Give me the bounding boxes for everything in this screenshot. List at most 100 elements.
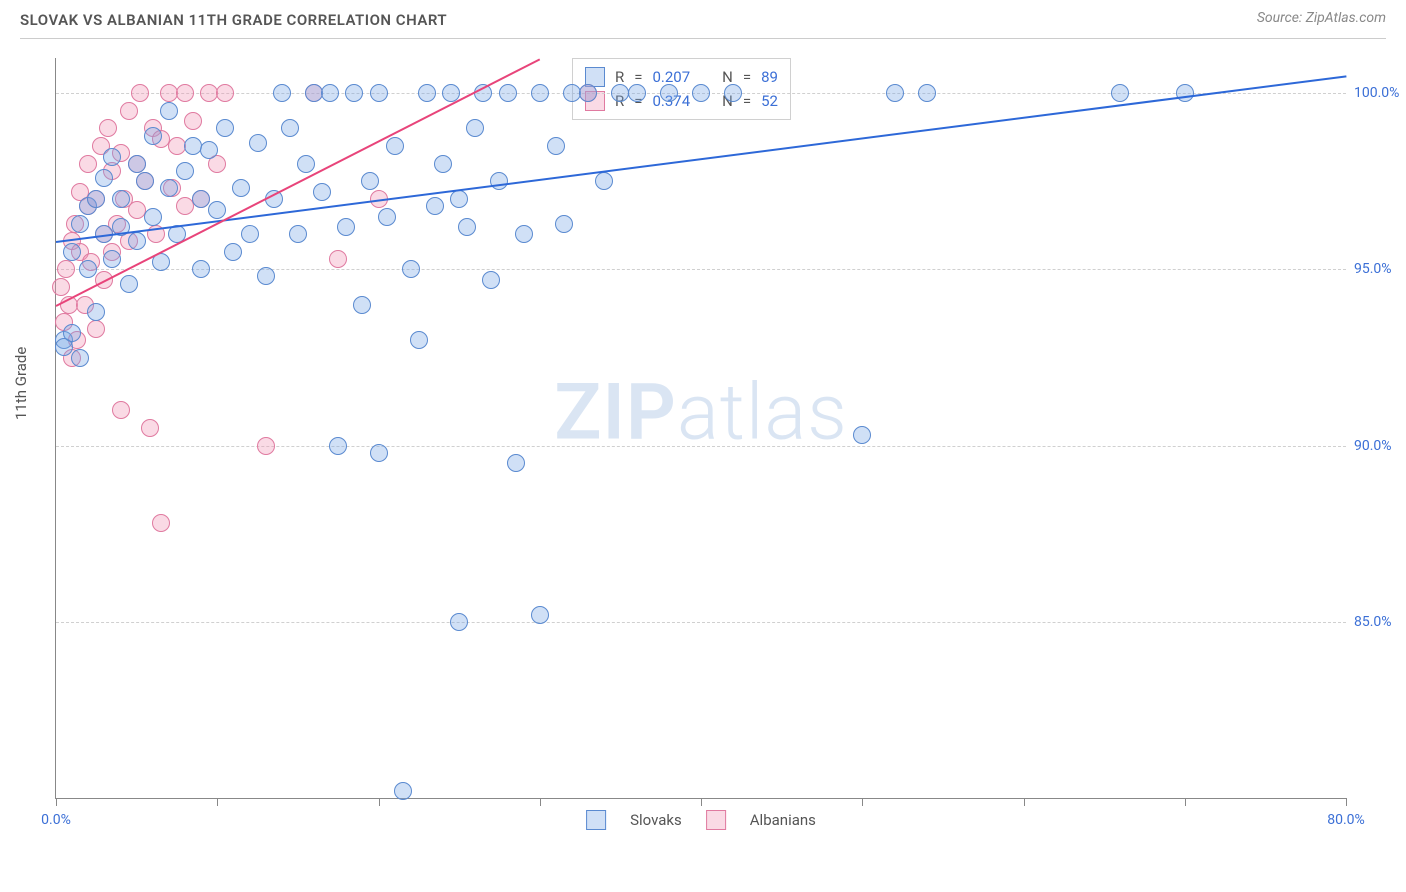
- legend-label-slovaks: Slovaks: [630, 811, 682, 829]
- x-tick: [701, 798, 702, 806]
- y-tick-label: 95.0%: [1354, 261, 1404, 277]
- data-point-slovaks: [886, 84, 904, 102]
- x-tick: [379, 798, 380, 806]
- data-point-slovaks: [241, 225, 259, 243]
- data-point-slovaks: [1176, 84, 1194, 102]
- n-value-albanians: 52: [761, 92, 778, 110]
- data-point-slovaks: [628, 84, 646, 102]
- data-point-slovaks: [345, 84, 363, 102]
- data-point-slovaks: [321, 84, 339, 102]
- data-point-slovaks: [144, 127, 162, 145]
- data-point-slovaks: [337, 218, 355, 236]
- eq-sign: =: [743, 92, 751, 110]
- n-value-slovaks: 89: [761, 68, 778, 86]
- data-point-slovaks: [200, 141, 218, 159]
- r-value-slovaks: 0.207: [652, 68, 690, 86]
- x-tick: [1346, 798, 1347, 806]
- data-point-slovaks: [273, 84, 291, 102]
- data-point-albanians: [152, 514, 170, 532]
- data-point-albanians: [120, 102, 138, 120]
- x-tick-label: 0.0%: [41, 812, 71, 828]
- data-point-slovaks: [692, 84, 710, 102]
- data-point-slovaks: [490, 172, 508, 190]
- data-point-slovaks: [450, 613, 468, 631]
- legend-swatch-albanians: [706, 810, 726, 830]
- x-tick: [56, 798, 57, 806]
- data-point-slovaks: [71, 349, 89, 367]
- data-point-slovaks: [918, 84, 936, 102]
- data-point-slovaks: [192, 190, 210, 208]
- data-point-slovaks: [160, 102, 178, 120]
- data-point-slovaks: [297, 155, 315, 173]
- data-point-slovaks: [466, 119, 484, 137]
- y-tick-label: 90.0%: [1354, 438, 1404, 454]
- data-point-slovaks: [281, 119, 299, 137]
- gridline: [56, 622, 1346, 623]
- data-point-slovaks: [176, 162, 194, 180]
- data-point-slovaks: [192, 260, 210, 278]
- data-point-slovaks: [232, 179, 250, 197]
- data-point-slovaks: [370, 84, 388, 102]
- data-point-slovaks: [507, 454, 525, 472]
- data-point-albanians: [184, 112, 202, 130]
- data-point-slovaks: [499, 84, 517, 102]
- data-point-slovaks: [224, 243, 242, 261]
- data-point-slovaks: [1111, 84, 1129, 102]
- data-point-slovaks: [144, 208, 162, 226]
- data-point-slovaks: [361, 172, 379, 190]
- title-underline: [20, 38, 1386, 39]
- legend-label-albanians: Albanians: [750, 811, 816, 829]
- data-point-albanians: [52, 278, 70, 296]
- data-point-slovaks: [103, 250, 121, 268]
- source-attribution: Source: ZipAtlas.com: [1257, 10, 1386, 26]
- scatter-plot-area: ZIPatlas R = 0.207 N = 89 R = 0.374 N = …: [55, 58, 1346, 799]
- data-point-slovaks: [103, 148, 121, 166]
- data-point-slovaks: [370, 444, 388, 462]
- data-point-slovaks: [531, 606, 549, 624]
- y-axis-label: 11th Grade: [12, 347, 30, 420]
- data-point-albanians: [257, 437, 275, 455]
- data-point-slovaks: [426, 197, 444, 215]
- data-point-slovaks: [313, 183, 331, 201]
- data-point-slovaks: [289, 225, 307, 243]
- data-point-slovaks: [120, 275, 138, 293]
- data-point-slovaks: [63, 243, 81, 261]
- data-point-slovaks: [208, 201, 226, 219]
- data-point-slovaks: [378, 208, 396, 226]
- data-point-slovaks: [595, 172, 613, 190]
- data-point-slovaks: [555, 215, 573, 233]
- bottom-legend: Slovaks Albanians: [586, 810, 816, 830]
- data-point-slovaks: [216, 119, 234, 137]
- data-point-slovaks: [458, 218, 476, 236]
- data-point-slovaks: [386, 137, 404, 155]
- data-point-slovaks: [63, 324, 81, 342]
- gridline: [56, 269, 1346, 270]
- data-point-albanians: [131, 84, 149, 102]
- data-point-slovaks: [87, 190, 105, 208]
- data-point-slovaks: [853, 426, 871, 444]
- data-point-slovaks: [531, 84, 549, 102]
- data-point-slovaks: [547, 137, 565, 155]
- y-tick-label: 100.0%: [1354, 85, 1404, 101]
- data-point-slovaks: [71, 215, 89, 233]
- x-tick: [862, 798, 863, 806]
- data-point-albanians: [216, 84, 234, 102]
- data-point-slovaks: [128, 232, 146, 250]
- data-point-slovaks: [329, 437, 347, 455]
- data-point-slovaks: [660, 84, 678, 102]
- data-point-slovaks: [724, 84, 742, 102]
- chart-title: SLOVAK VS ALBANIAN 11TH GRADE CORRELATIO…: [20, 11, 447, 29]
- data-point-albanians: [99, 119, 117, 137]
- data-point-albanians: [176, 84, 194, 102]
- data-point-slovaks: [257, 267, 275, 285]
- data-point-slovaks: [434, 155, 452, 173]
- data-point-slovaks: [482, 271, 500, 289]
- data-point-albanians: [87, 320, 105, 338]
- x-tick: [540, 798, 541, 806]
- data-point-slovaks: [184, 137, 202, 155]
- data-point-albanians: [112, 401, 130, 419]
- data-point-slovaks: [160, 179, 178, 197]
- data-point-slovaks: [394, 782, 412, 800]
- correlation-stats-box: R = 0.207 N = 89 R = 0.374 N = 52: [572, 58, 791, 120]
- data-point-slovaks: [515, 225, 533, 243]
